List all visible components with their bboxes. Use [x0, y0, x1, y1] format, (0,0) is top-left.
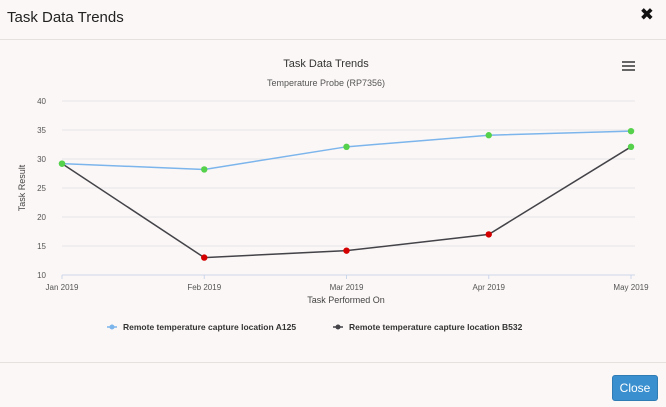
series-line-0 — [61, 130, 632, 171]
x-tick-label: Feb 2019 — [187, 283, 221, 292]
x-axis-title: Task Performed On — [307, 295, 385, 305]
legend-item-0[interactable]: Remote temperature capture location A125 — [107, 322, 296, 332]
data-point[interactable] — [201, 254, 208, 261]
modal-footer: Close — [0, 362, 666, 407]
close-x-icon[interactable]: ✖ — [639, 5, 654, 24]
y-tick-label: 25 — [37, 184, 46, 193]
legend-marker — [335, 324, 341, 330]
legend-label: Remote temperature capture location B532 — [349, 322, 523, 332]
y-tick-label: 35 — [37, 126, 46, 135]
data-point[interactable] — [58, 160, 66, 167]
y-tick-label: 15 — [37, 242, 46, 251]
y-tick-label: 10 — [37, 271, 46, 280]
data-point[interactable] — [343, 143, 350, 151]
chart-container: Task Data Trends Temperature Probe (RP73… — [0, 40, 666, 362]
data-point[interactable] — [485, 132, 492, 139]
close-button[interactable]: Close — [612, 375, 658, 401]
chart-title: Task Data Trends — [283, 58, 369, 70]
data-point[interactable] — [627, 127, 635, 135]
modal-header: Task Data Trends ✖ — [0, 0, 666, 40]
legend-item-1[interactable]: Remote temperature capture location B532 — [333, 322, 523, 332]
x-tick-label: Jan 2019 — [46, 283, 79, 292]
legend-label: Remote temperature capture location A125 — [123, 322, 296, 332]
data-point[interactable] — [343, 247, 350, 254]
modal-title: Task Data Trends — [7, 9, 124, 26]
data-point[interactable] — [627, 143, 635, 151]
x-tick-label: Apr 2019 — [473, 283, 506, 292]
y-tick-label: 20 — [37, 213, 46, 222]
data-point[interactable] — [201, 166, 208, 173]
y-tick-label: 40 — [37, 97, 46, 106]
x-tick-label: Mar 2019 — [330, 283, 364, 292]
x-tick-label: May 2019 — [613, 283, 649, 292]
data-point[interactable] — [485, 231, 492, 238]
legend-marker — [109, 324, 115, 330]
y-axis-title: Task Result — [17, 164, 27, 211]
line-chart: Task Data Trends Temperature Probe (RP73… — [17, 58, 649, 332]
chart-subtitle: Temperature Probe (RP7356) — [267, 78, 385, 88]
hamburger-menu-icon[interactable] — [622, 61, 635, 71]
y-tick-label: 30 — [37, 155, 46, 164]
series-line-1 — [61, 146, 632, 259]
